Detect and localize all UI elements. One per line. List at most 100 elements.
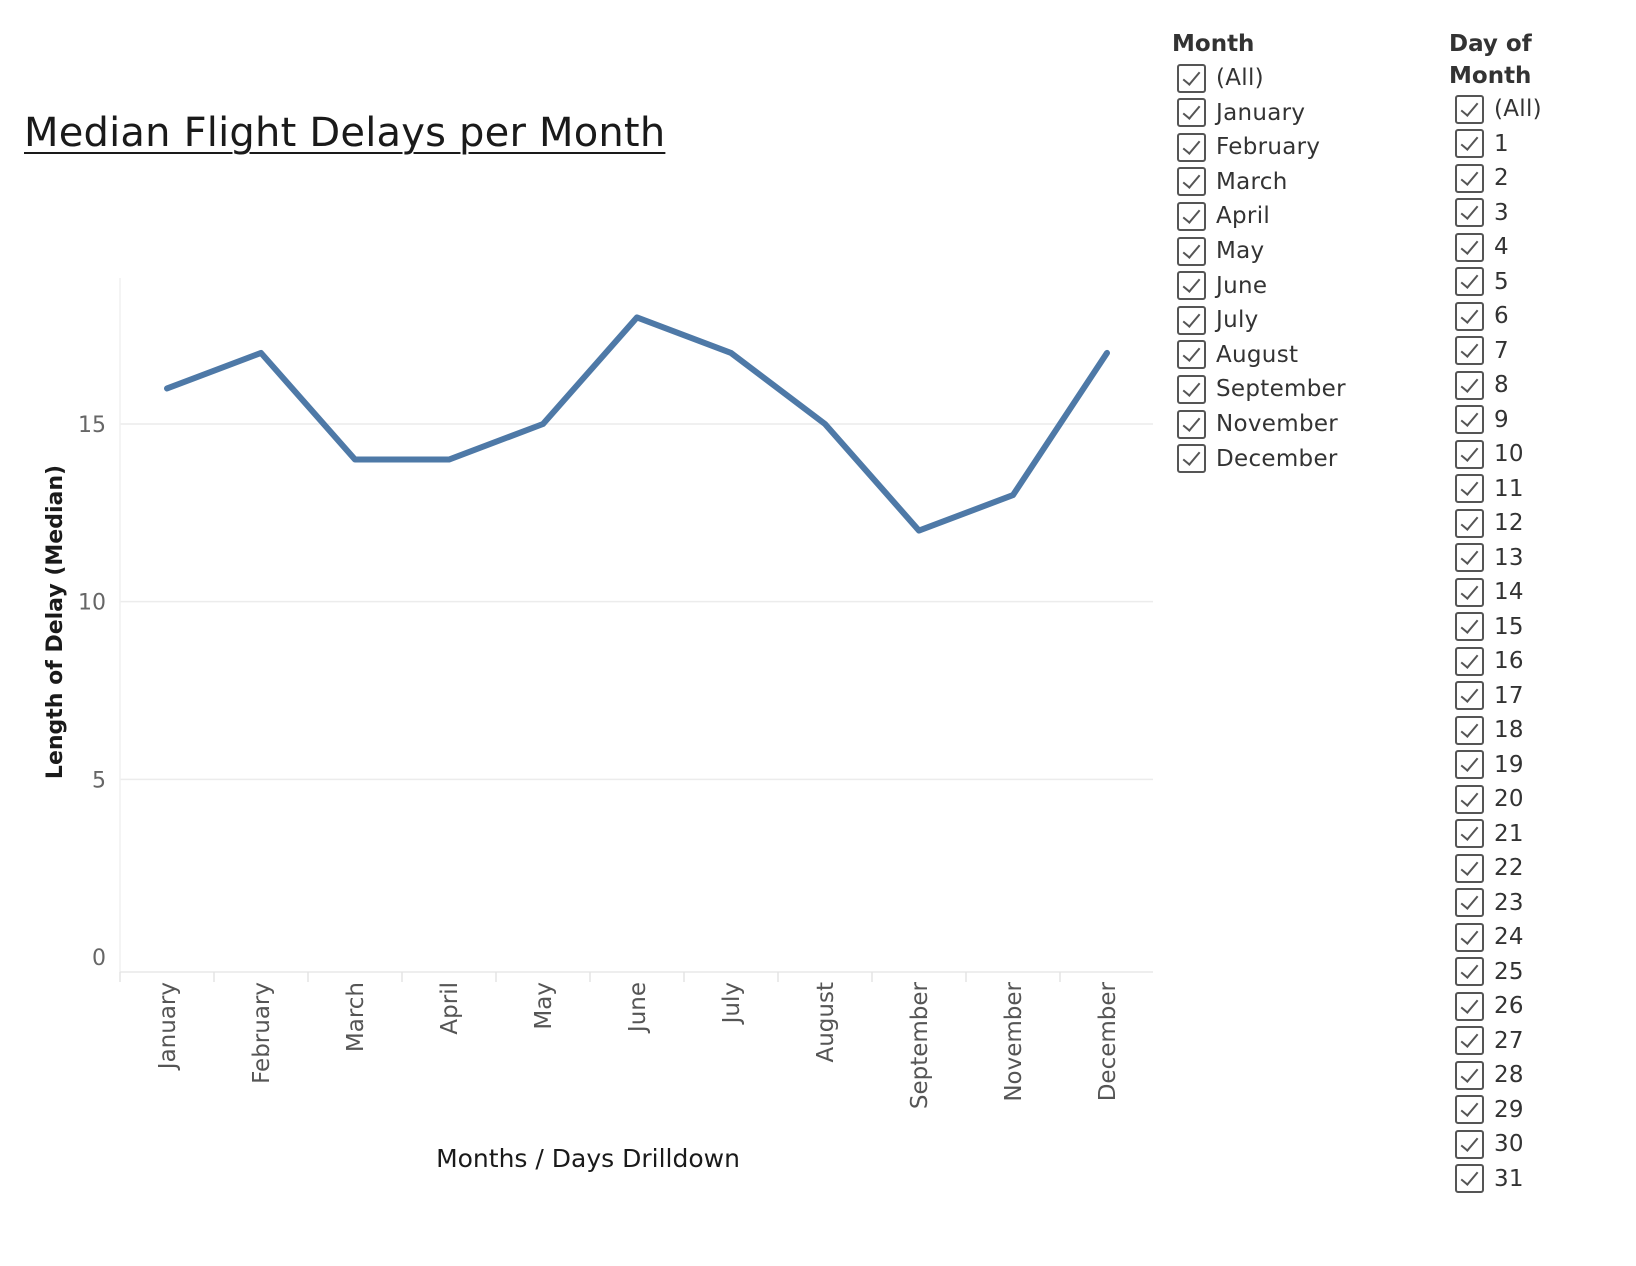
day-option-29[interactable]: 29 bbox=[1455, 1093, 1524, 1127]
checkbox-checked-icon[interactable] bbox=[1177, 63, 1206, 93]
day-option-label: 10 bbox=[1494, 441, 1524, 467]
checkbox-checked-icon[interactable] bbox=[1455, 301, 1484, 331]
checkbox-checked-icon[interactable] bbox=[1177, 305, 1206, 335]
day-option-13[interactable]: 13 bbox=[1455, 541, 1524, 575]
checkbox-checked-icon[interactable] bbox=[1177, 340, 1206, 370]
checkbox-checked-icon[interactable] bbox=[1455, 129, 1484, 158]
checkbox-checked-icon[interactable] bbox=[1455, 1164, 1484, 1193]
day-option-3[interactable]: 3 bbox=[1455, 196, 1509, 230]
checkbox-checked-icon[interactable] bbox=[1455, 1026, 1484, 1055]
day-option-22[interactable]: 22 bbox=[1455, 851, 1524, 885]
month-option-may[interactable]: May bbox=[1177, 234, 1264, 268]
day-option-6[interactable]: 6 bbox=[1455, 299, 1509, 333]
day-option-30[interactable]: 30 bbox=[1455, 1127, 1524, 1161]
day-option-12[interactable]: 12 bbox=[1455, 506, 1524, 540]
checkbox-checked-icon[interactable] bbox=[1177, 132, 1206, 162]
day-option-20[interactable]: 20 bbox=[1455, 782, 1524, 816]
checkbox-checked-icon[interactable] bbox=[1455, 163, 1484, 193]
checkbox-checked-icon[interactable] bbox=[1455, 94, 1484, 124]
checkbox-checked-icon[interactable] bbox=[1455, 784, 1484, 814]
checkbox-checked-icon[interactable] bbox=[1455, 267, 1484, 296]
checkbox-checked-icon[interactable] bbox=[1455, 646, 1484, 676]
day-option-15[interactable]: 15 bbox=[1455, 610, 1524, 644]
checkbox-checked-icon[interactable] bbox=[1177, 271, 1206, 301]
month-option-all[interactable]: (All) bbox=[1177, 61, 1264, 95]
day-option-25[interactable]: 25 bbox=[1455, 955, 1524, 989]
checkbox-checked-icon[interactable] bbox=[1455, 1129, 1484, 1159]
day-option-label: 29 bbox=[1494, 1096, 1524, 1123]
month-option-july[interactable]: July bbox=[1177, 303, 1259, 337]
month-option-september[interactable]: September bbox=[1177, 372, 1346, 406]
month-option-august[interactable]: August bbox=[1177, 338, 1298, 372]
month-option-december[interactable]: December bbox=[1177, 442, 1338, 476]
day-option-7[interactable]: 7 bbox=[1455, 334, 1509, 368]
checkbox-checked-icon[interactable] bbox=[1455, 715, 1484, 745]
checkbox-checked-icon[interactable] bbox=[1177, 236, 1206, 266]
day-option-label: 25 bbox=[1494, 958, 1524, 985]
day-option-18[interactable]: 18 bbox=[1455, 713, 1524, 747]
checkbox-checked-icon[interactable] bbox=[1455, 198, 1484, 227]
month-option-march[interactable]: March bbox=[1177, 165, 1288, 199]
day-option-label: 26 bbox=[1494, 993, 1524, 1019]
day-option-9[interactable]: 9 bbox=[1455, 403, 1509, 437]
day-option-28[interactable]: 28 bbox=[1455, 1058, 1524, 1092]
day-option-27[interactable]: 27 bbox=[1455, 1024, 1524, 1058]
checkbox-checked-icon[interactable] bbox=[1177, 374, 1206, 404]
day-option-1[interactable]: 1 bbox=[1455, 127, 1509, 161]
checkbox-checked-icon[interactable] bbox=[1455, 508, 1484, 538]
checkbox-checked-icon[interactable] bbox=[1455, 957, 1484, 986]
checkbox-checked-icon[interactable] bbox=[1455, 991, 1484, 1021]
checkbox-checked-icon[interactable] bbox=[1177, 167, 1206, 197]
day-option-5[interactable]: 5 bbox=[1455, 265, 1509, 299]
day-option-all[interactable]: (All) bbox=[1455, 92, 1542, 126]
day-option-23[interactable]: 23 bbox=[1455, 886, 1524, 920]
day-option-17[interactable]: 17 bbox=[1455, 679, 1524, 713]
checkbox-checked-icon[interactable] bbox=[1455, 577, 1484, 607]
day-option-26[interactable]: 26 bbox=[1455, 989, 1524, 1023]
checkbox-checked-icon[interactable] bbox=[1455, 681, 1484, 710]
checkbox-checked-icon[interactable] bbox=[1455, 370, 1484, 400]
day-option-4[interactable]: 4 bbox=[1455, 230, 1509, 264]
day-option-8[interactable]: 8 bbox=[1455, 368, 1509, 402]
day-option-label: 2 bbox=[1494, 165, 1509, 191]
checkbox-checked-icon[interactable] bbox=[1455, 474, 1484, 503]
x-tick-label-december: December bbox=[1095, 981, 1121, 1101]
checkbox-checked-icon[interactable] bbox=[1455, 922, 1484, 952]
checkbox-checked-icon[interactable] bbox=[1455, 439, 1484, 469]
day-option-16[interactable]: 16 bbox=[1455, 644, 1524, 678]
month-option-label: November bbox=[1216, 411, 1339, 437]
day-option-24[interactable]: 24 bbox=[1455, 920, 1524, 954]
day-option-label: 22 bbox=[1494, 855, 1524, 881]
month-option-january[interactable]: January bbox=[1177, 96, 1305, 130]
day-option-31[interactable]: 31 bbox=[1455, 1162, 1524, 1196]
checkbox-checked-icon[interactable] bbox=[1455, 543, 1484, 572]
month-option-november[interactable]: November bbox=[1177, 407, 1338, 441]
checkbox-checked-icon[interactable] bbox=[1455, 612, 1484, 641]
month-option-april[interactable]: April bbox=[1177, 199, 1270, 233]
checkbox-checked-icon[interactable] bbox=[1455, 232, 1484, 262]
checkbox-checked-icon[interactable] bbox=[1177, 444, 1206, 474]
series-line[interactable] bbox=[164, 314, 1110, 534]
checkbox-checked-icon[interactable] bbox=[1455, 405, 1484, 434]
checkbox-checked-icon[interactable] bbox=[1177, 409, 1206, 439]
day-option-2[interactable]: 2 bbox=[1455, 161, 1509, 195]
checkbox-checked-icon[interactable] bbox=[1455, 1095, 1484, 1124]
checkbox-checked-icon[interactable] bbox=[1177, 201, 1206, 231]
day-option-10[interactable]: 10 bbox=[1455, 437, 1524, 471]
month-option-february[interactable]: February bbox=[1177, 130, 1320, 164]
day-option-label: 24 bbox=[1494, 924, 1524, 950]
checkbox-checked-icon[interactable] bbox=[1455, 750, 1484, 779]
checkbox-checked-icon[interactable] bbox=[1455, 853, 1484, 883]
checkbox-checked-icon[interactable] bbox=[1455, 888, 1484, 917]
day-option-19[interactable]: 19 bbox=[1455, 748, 1524, 782]
day-option-14[interactable]: 14 bbox=[1455, 575, 1524, 609]
checkbox-checked-icon[interactable] bbox=[1455, 1060, 1484, 1090]
checkbox-checked-icon[interactable] bbox=[1177, 98, 1206, 128]
day-option-11[interactable]: 11 bbox=[1455, 472, 1524, 506]
month-option-label: June bbox=[1216, 272, 1268, 299]
month-option-june[interactable]: June bbox=[1177, 269, 1267, 303]
month-option-label: March bbox=[1216, 168, 1288, 195]
checkbox-checked-icon[interactable] bbox=[1455, 819, 1484, 848]
day-option-21[interactable]: 21 bbox=[1455, 817, 1524, 851]
checkbox-checked-icon[interactable] bbox=[1455, 336, 1484, 365]
